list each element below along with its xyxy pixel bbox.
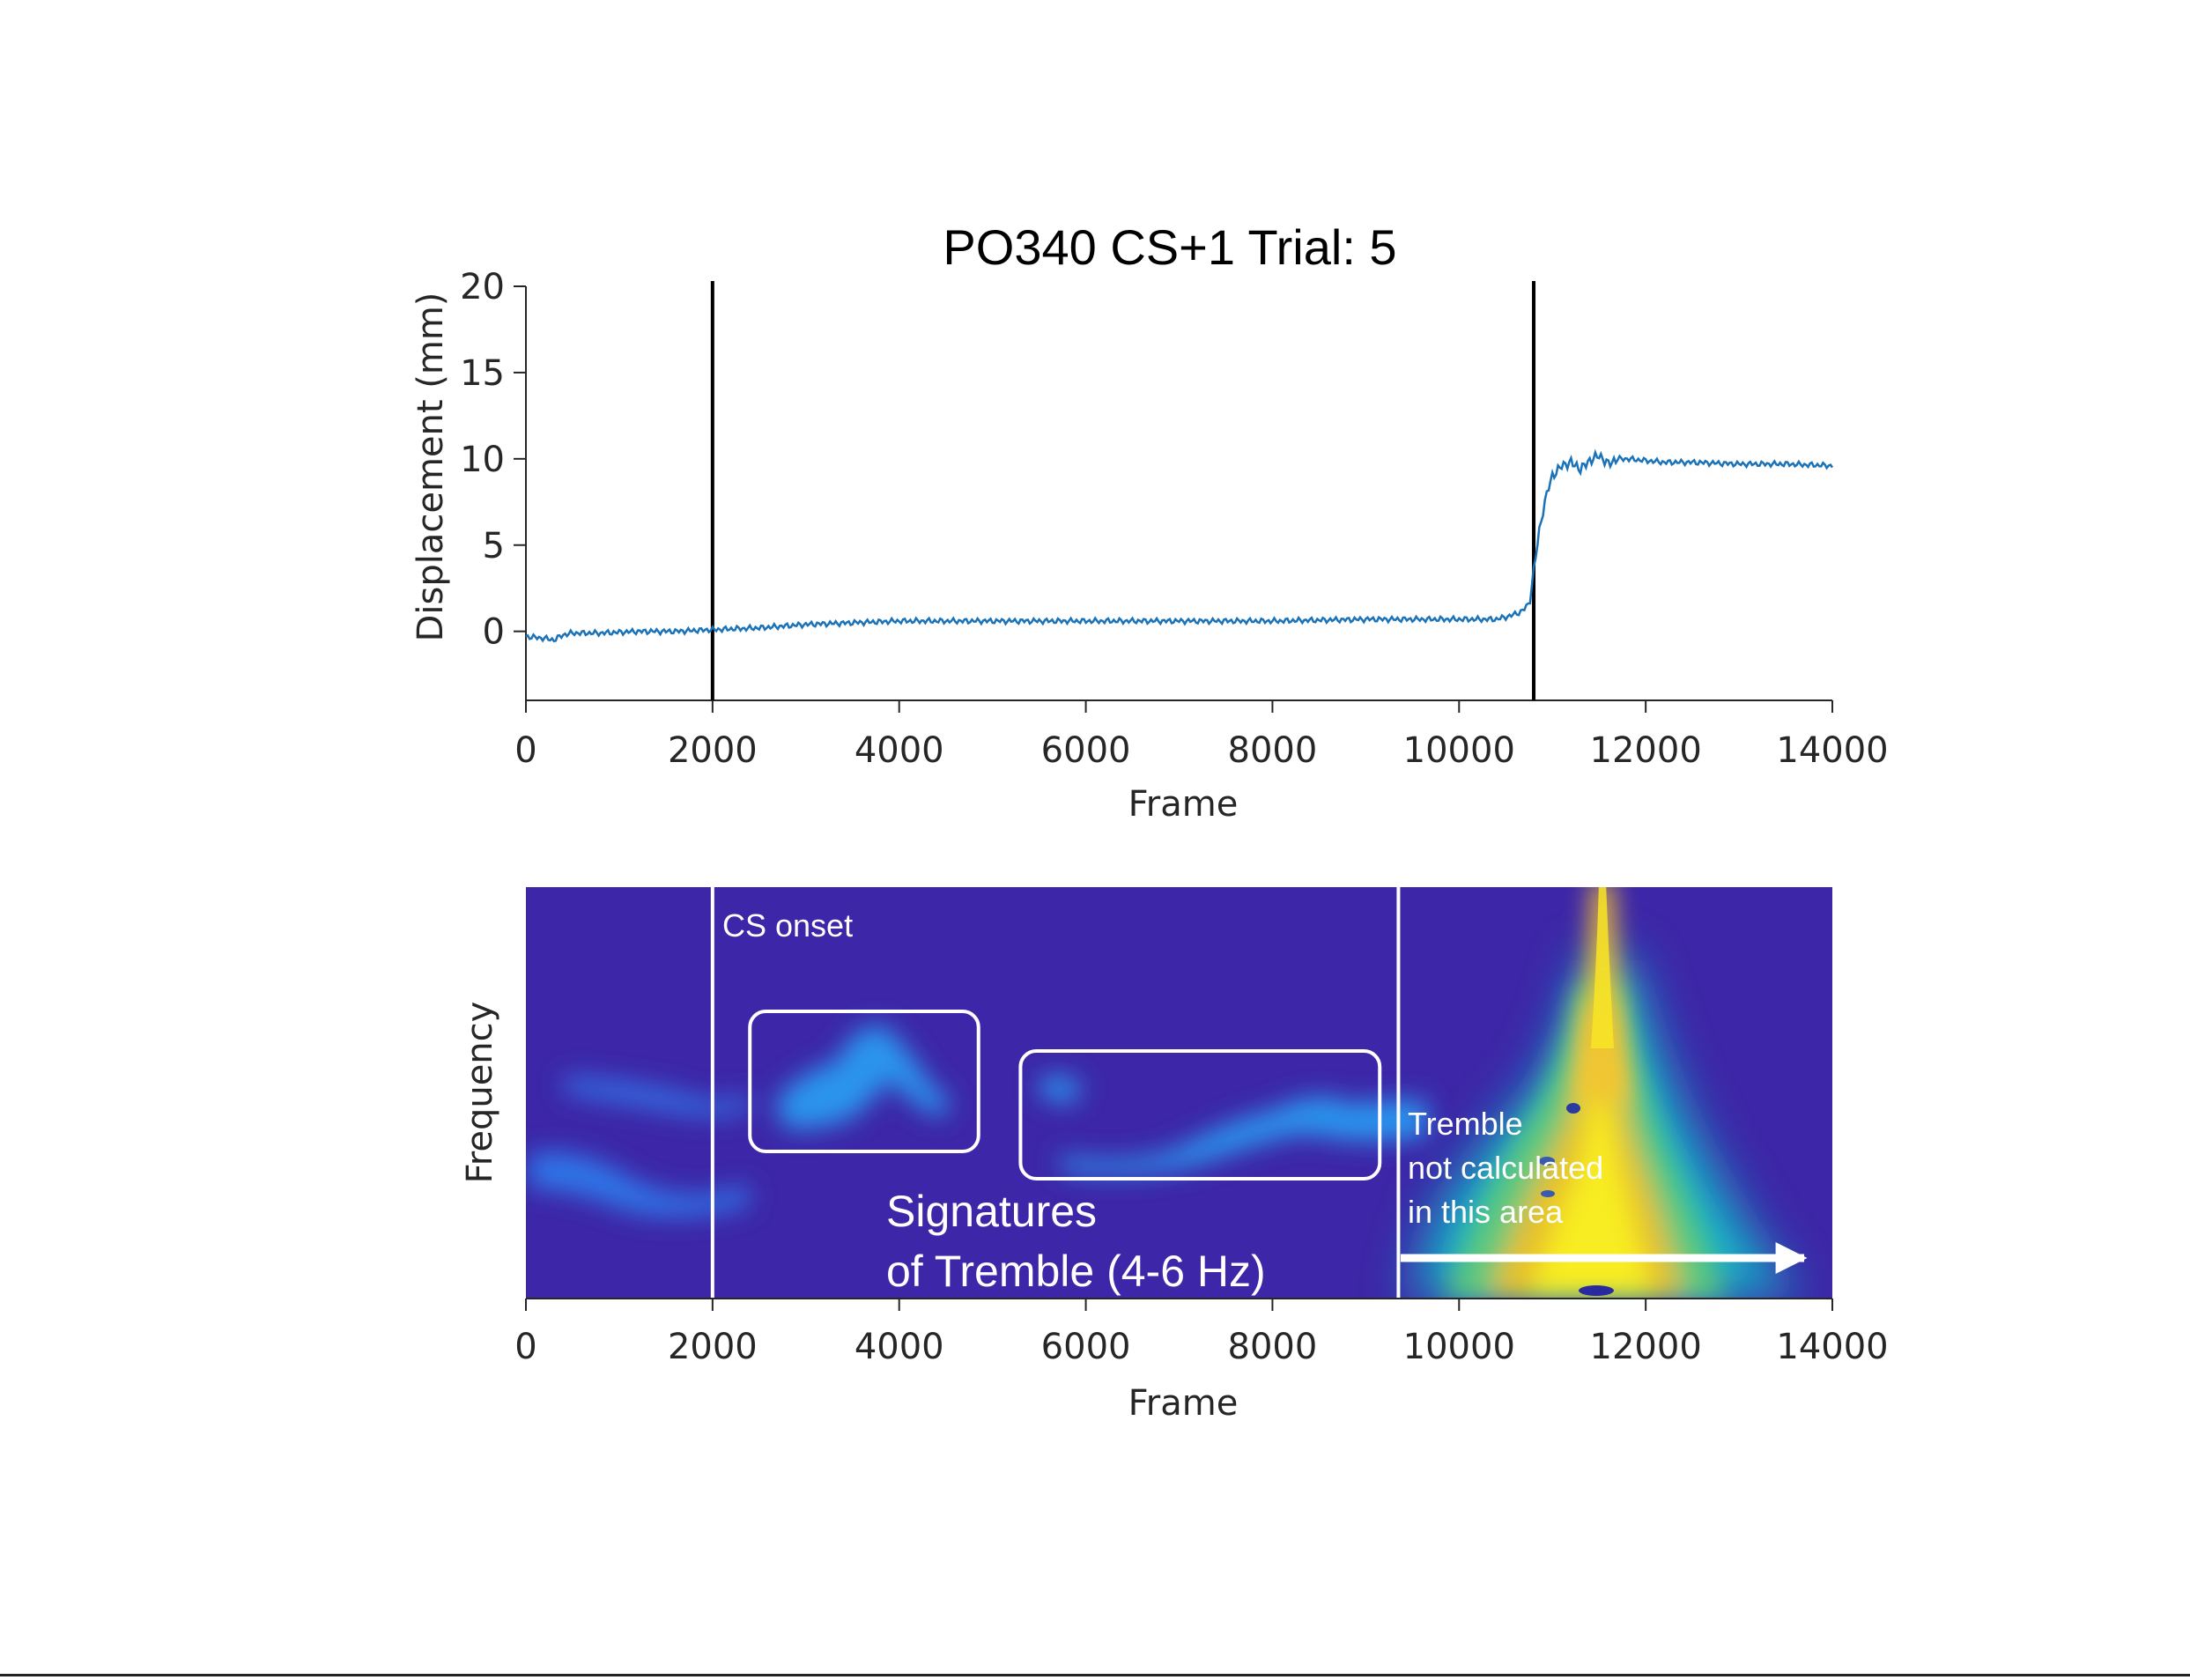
bottom-chart: CS onset Signatures of Tremble (4-6 Hz) … xyxy=(460,887,1889,1424)
top-y-axis-label: Displacement (mm) xyxy=(411,292,451,642)
top-y-tick-label: 15 xyxy=(460,353,505,394)
top-y-tick-label: 20 xyxy=(460,267,505,307)
tremble-label-line3: in this area xyxy=(1408,1194,1564,1230)
top-x-tick-label: 10000 xyxy=(1403,730,1515,771)
signatures-label-line1: Signatures xyxy=(886,1187,1097,1236)
bottom-x-tick-label: 14000 xyxy=(1776,1327,1888,1367)
top-x-tick-label: 4000 xyxy=(855,730,944,771)
top-x-tick-label: 8000 xyxy=(1228,730,1318,771)
spectrogram-image xyxy=(529,887,1797,1299)
bottom-x-tick-label: 10000 xyxy=(1403,1327,1515,1367)
tremble-signature-box xyxy=(1018,1049,1382,1180)
top-x-tick-label: 2000 xyxy=(668,730,758,771)
bottom-x-tick-label: 6000 xyxy=(1041,1327,1131,1367)
top-chart: 0 5 10 15 20 0 2000 4000 6000 8000 10000 12000 1400… xyxy=(411,267,1889,825)
bottom-x-tick-label: 4000 xyxy=(855,1327,944,1367)
tremble-label-line1: Tremble xyxy=(1408,1106,1523,1142)
bottom-x-tick-label: 12000 xyxy=(1590,1327,1702,1367)
bottom-x-tick-label: 8000 xyxy=(1228,1327,1318,1367)
bottom-y-axis-label: Frequency xyxy=(460,1002,500,1184)
signatures-label-line2: of Tremble (4-6 Hz) xyxy=(886,1247,1266,1296)
bottom-x-axis-label: Frame xyxy=(1128,1383,1239,1424)
top-chart-title: PO340 CS+1 Trial: 5 xyxy=(943,219,1396,275)
tremble-signature-box xyxy=(748,1010,980,1153)
top-x-tick-label: 12000 xyxy=(1590,730,1702,771)
top-x-tick-label: 0 xyxy=(514,730,536,771)
displacement-series-line xyxy=(525,448,1834,643)
cs-onset-label: CS onset xyxy=(722,907,853,944)
bottom-x-tick-label: 2000 xyxy=(668,1327,758,1367)
top-y-tick-label: 0 xyxy=(483,612,505,653)
page-bottom-rule xyxy=(0,1674,2190,1676)
top-y-tick-label: 10 xyxy=(460,440,505,480)
tremble-label-line2: not calculated xyxy=(1408,1150,1603,1186)
top-y-tick-label: 5 xyxy=(483,526,505,566)
top-x-axis-label: Frame xyxy=(1128,784,1239,825)
top-x-tick-label: 6000 xyxy=(1041,730,1131,771)
bottom-x-tick-label: 0 xyxy=(514,1327,536,1367)
top-x-tick-label: 14000 xyxy=(1776,730,1888,771)
